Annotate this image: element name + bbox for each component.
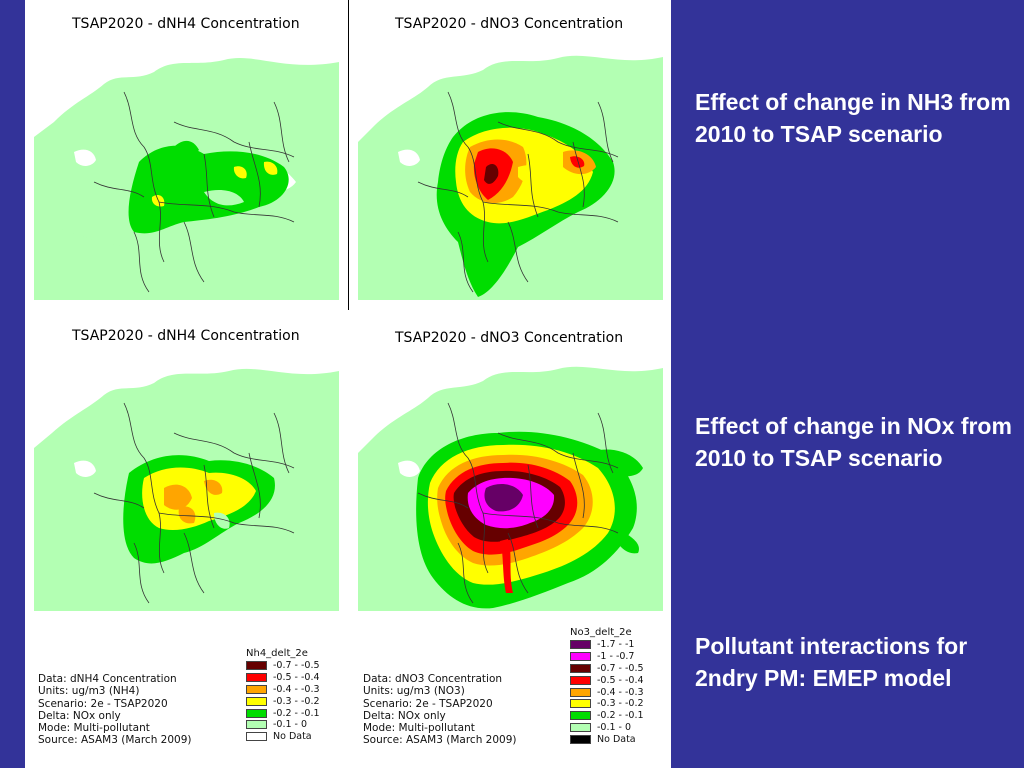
map-title-nh4-top: TSAP2020 - dNH4 Concentration (72, 16, 300, 32)
legend-swatch (570, 722, 591, 732)
map-title-no3-top: TSAP2020 - dNO3 Concentration (395, 16, 624, 32)
legend-label: -0.4 - -0.3 (273, 683, 320, 695)
caption-pollutant-interactions: Pollutant interactions for 2ndry PM: EME… (695, 633, 968, 691)
legend-swatch (570, 687, 591, 697)
legend-item: -0.2 - -0.1 (570, 710, 644, 722)
legend-swatch (246, 684, 267, 694)
legend-swatch (570, 711, 591, 721)
legend-swatch (246, 673, 267, 683)
legend-item: -0.3 - -0.2 (570, 698, 644, 710)
legend-label: -0.2 - -0.1 (597, 710, 644, 722)
legend-item: -1.7 - -1 (570, 639, 644, 651)
legend-item: -0.4 - -0.3 (570, 686, 644, 698)
legend-item: -0.3 - -0.2 (246, 695, 320, 707)
legend-swatch (246, 696, 267, 706)
legend-swatch (570, 663, 591, 673)
info-line: Delta: NOx only (38, 709, 121, 722)
legend-item: -1 - -0.7 (570, 651, 644, 663)
caption-nox-effect: Effect of change in NOx from 2010 to TSA… (695, 413, 1012, 471)
map-title-nh4-bottom: TSAP2020 - dNH4 Concentration (72, 328, 300, 344)
legend-item: -0.5 - -0.4 (246, 672, 320, 684)
legend-swatch (570, 640, 591, 650)
info-line: Data: dNH4 Concentration (38, 673, 177, 685)
info-no3: Data: dNO3 Concentration Units: ug/m3 (N… (363, 673, 517, 747)
legend-swatch (570, 734, 591, 744)
legend-swatch (246, 732, 267, 742)
legend-label: -0.3 - -0.2 (597, 698, 644, 710)
legend-label: -0.7 - -0.5 (273, 660, 320, 672)
legend-label: No Data (273, 731, 312, 743)
legend-swatch (246, 661, 267, 671)
info-line: Mode: Multi-pollutant (363, 722, 475, 735)
legend-nh4: Nh4_delt_2e -0.7 - -0.5 -0.5 - -0.4 -0.4… (246, 648, 320, 743)
info-line: Data: dNO3 Concentration (363, 673, 503, 685)
legend-swatch (570, 675, 591, 685)
legend-swatch (570, 652, 591, 662)
legend-label: -0.3 - -0.2 (273, 695, 320, 707)
legend-item: -0.4 - -0.3 (246, 684, 320, 696)
legend-item: -0.2 - -0.1 (246, 707, 320, 719)
figure-panel: TSAP2020 - dNH4 Concentration TSAP2020 - (25, 0, 671, 768)
legend-no3: No3_delt_2e -1.7 - -1 -1 - -0.7 -0.7 - -… (570, 627, 644, 745)
legend-item: -0.1 - 0 (246, 719, 320, 731)
info-line: Delta: NOx only (363, 709, 446, 722)
legend-label: -0.4 - -0.3 (597, 686, 644, 698)
legend-label: -0.1 - 0 (597, 721, 632, 733)
info-line: Scenario: 2e - TSAP2020 (363, 697, 493, 710)
map-nh4-nox-effect (34, 353, 339, 611)
legend-label: -1 - -0.7 (597, 651, 635, 663)
info-line: Source: ASAM3 (March 2009) (38, 734, 192, 747)
legend-title: No3_delt_2e (570, 627, 632, 638)
legend-label: No Data (597, 733, 636, 745)
info-line: Scenario: 2e - TSAP2020 (38, 697, 168, 710)
legend-item: No Data (246, 731, 320, 743)
map-no3-nh3-effect (358, 42, 663, 300)
legend-label: -0.1 - 0 (273, 719, 308, 731)
map-title-no3-bottom: TSAP2020 - dNO3 Concentration (395, 330, 624, 346)
info-line: Units: ug/m3 (NO3) (363, 685, 465, 698)
map-no3-nox-effect (358, 353, 663, 611)
caption-nh3-effect: Effect of change in NH3 from 2010 to TSA… (695, 89, 1011, 147)
legend-label: -0.5 - -0.4 (273, 672, 320, 684)
info-line: Mode: Multi-pollutant (38, 722, 150, 735)
info-line: Units: ug/m3 (NH4) (38, 685, 140, 698)
legend-item: No Data (570, 733, 644, 745)
map-nh4-nh3-effect (34, 42, 339, 300)
legend-swatch (570, 699, 591, 709)
legend-swatch (246, 720, 267, 730)
legend-swatch (246, 708, 267, 718)
top-divider (348, 0, 349, 310)
legend-label: -0.5 - -0.4 (597, 674, 644, 686)
legend-item: -0.5 - -0.4 (570, 674, 644, 686)
legend-item: -0.1 - 0 (570, 722, 644, 734)
legend-title: Nh4_delt_2e (246, 648, 308, 659)
legend-item: -0.7 - -0.5 (246, 660, 320, 672)
info-line: Source: ASAM3 (March 2009) (363, 734, 517, 747)
legend-item: -0.7 - -0.5 (570, 663, 644, 675)
info-nh4: Data: dNH4 Concentration Units: ug/m3 (N… (38, 673, 192, 747)
legend-label: -0.2 - -0.1 (273, 707, 320, 719)
legend-label: -0.7 - -0.5 (597, 662, 644, 674)
legend-label: -1.7 - -1 (597, 639, 635, 651)
